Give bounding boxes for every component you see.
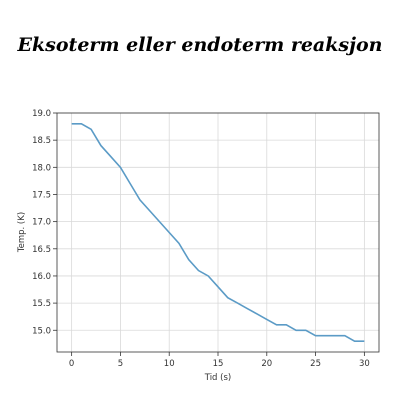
x-tick-label-1: 5	[118, 359, 123, 369]
x-tick-label-0: 0	[69, 359, 74, 369]
page-title: Eksoterm eller endoterm reaksjon	[17, 34, 383, 56]
y-tick-label-5: 17.5	[32, 190, 51, 200]
y-tick-label-2: 16.0	[32, 272, 51, 282]
x-tick-label-5: 25	[310, 359, 321, 369]
series-line	[71, 123, 365, 342]
y-tick-label-4: 17.0	[32, 218, 51, 228]
x-tick-label-6: 30	[359, 359, 370, 369]
x-tick-label-2: 10	[164, 359, 175, 369]
x-tick-label-4: 20	[261, 359, 272, 369]
y-tick-label-1: 15.5	[32, 299, 51, 309]
y-tick-label-6: 18.0	[32, 163, 51, 173]
y-axis: 15.0 15.5 16.0 16.5 17.0 17.5 18.0 18.5 19.0	[32, 109, 57, 336]
y-tick-label-3: 16.5	[32, 245, 51, 255]
y-tick-label-0: 15.0	[32, 326, 51, 336]
x-tick-label-3: 15	[213, 359, 224, 369]
y-axis-label: Temp. (K)	[17, 212, 27, 253]
x-axis-label: Tid (s)	[204, 373, 231, 383]
y-tick-label-7: 18.5	[32, 136, 51, 146]
y-tick-label-8: 19.0	[32, 109, 51, 119]
x-axis: 0 5 10 15 20 25 30	[69, 352, 370, 369]
